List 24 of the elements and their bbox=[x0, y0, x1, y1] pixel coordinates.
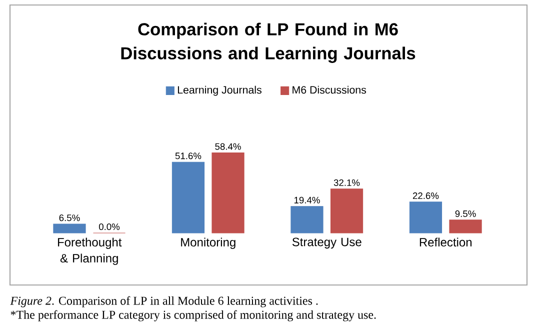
x-tick-label: Reflection bbox=[420, 238, 472, 247]
x-tick-label: Strategy Use bbox=[292, 238, 362, 249]
data-label: 51.6% bbox=[175, 152, 202, 160]
bar bbox=[409, 202, 442, 234]
bar bbox=[290, 206, 324, 234]
chart-title: Comparison of LP Found in M6 Discussions and Learning Journals bbox=[121, 22, 416, 63]
x-tick-label: Forethought & Planning bbox=[58, 238, 122, 265]
data-label: 22.6% bbox=[412, 192, 439, 200]
data-label: 9.5% bbox=[455, 210, 476, 217]
data-label: 58.4% bbox=[215, 143, 241, 150]
data-label: 32.1% bbox=[334, 179, 360, 186]
bar bbox=[172, 162, 205, 234]
bar bbox=[330, 188, 364, 234]
data-label: 0.0% bbox=[98, 223, 120, 230]
text: Figure 2. Comparison of LP in all Module 6 learning activities . bbox=[10, 296, 318, 308]
bar bbox=[449, 220, 482, 234]
bar bbox=[53, 224, 86, 234]
text: *The performance LP category is comprised of monitoring and strategy use. bbox=[10, 310, 376, 322]
legend-label: Learning Journals bbox=[178, 86, 262, 96]
data-label: 6.5% bbox=[59, 214, 80, 222]
legend-label: M6 Discussions bbox=[292, 86, 366, 94]
data-label: 19.4% bbox=[294, 196, 320, 204]
x-tick-label: Monitoring bbox=[181, 238, 236, 249]
bar bbox=[212, 152, 244, 234]
